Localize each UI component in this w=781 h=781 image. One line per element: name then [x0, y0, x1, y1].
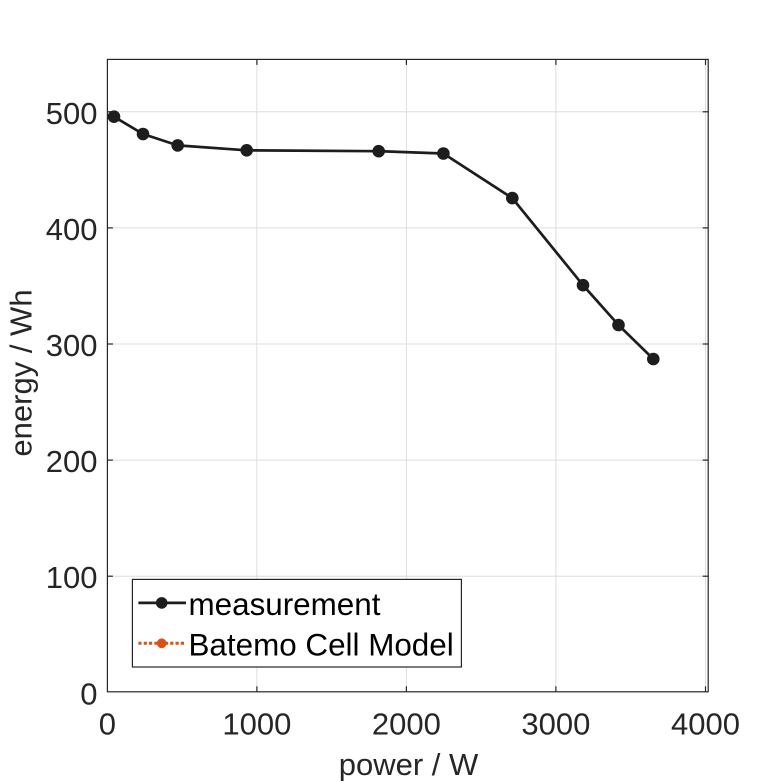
svg-text:100: 100 [46, 560, 98, 595]
svg-text:200: 200 [46, 444, 98, 479]
svg-text:power / W: power / W [339, 747, 479, 781]
svg-text:0: 0 [80, 676, 97, 711]
svg-text:Batemo Cell Model: Batemo Cell Model [189, 628, 454, 663]
svg-text:400: 400 [46, 212, 98, 247]
svg-text:500: 500 [46, 96, 98, 131]
svg-text:2000: 2000 [372, 707, 441, 742]
svg-text:3000: 3000 [521, 707, 590, 742]
svg-text:4000: 4000 [671, 707, 740, 742]
svg-text:1000: 1000 [222, 707, 291, 742]
svg-text:energy / Wh: energy / Wh [4, 289, 39, 456]
svg-text:0: 0 [99, 707, 116, 742]
svg-text:measurement: measurement [189, 587, 381, 622]
svg-text:300: 300 [46, 328, 98, 363]
